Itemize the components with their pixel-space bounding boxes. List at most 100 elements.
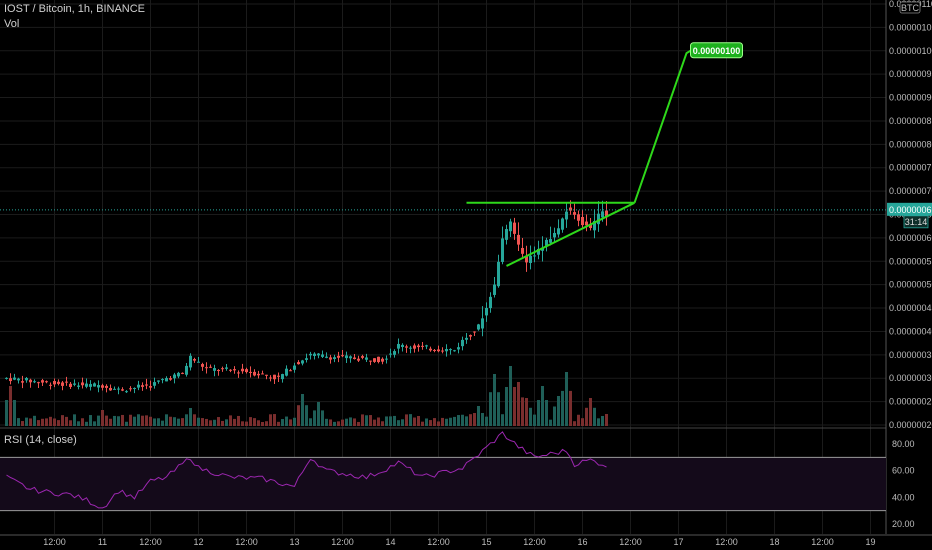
volume-bar (157, 418, 160, 426)
price-tick-label: 0.00000100 (889, 46, 932, 56)
candle-body (153, 382, 156, 386)
volume-bar (577, 414, 580, 426)
candle-body (49, 384, 52, 386)
volume-bar (537, 400, 540, 426)
price-tick-label: 0.00000020 (889, 420, 932, 430)
volume-bar (401, 419, 404, 426)
candle-body (421, 345, 424, 347)
candle-body (85, 383, 88, 387)
time-tick-label: 12:00 (715, 537, 738, 547)
candle-body (221, 368, 224, 370)
volume-bar (213, 419, 216, 426)
current-price-badge: 0.00000066 (889, 205, 932, 215)
volume-bar (193, 414, 196, 426)
candle-body (213, 368, 216, 371)
candle-body (133, 388, 136, 390)
volume-legend[interactable]: Vol (4, 18, 20, 30)
volume-bar (457, 415, 460, 426)
volume-bar (369, 415, 372, 426)
volume-bar (253, 418, 256, 426)
time-tick-label: 14 (385, 537, 395, 547)
volume-bar (121, 414, 124, 426)
candle-body (405, 346, 408, 348)
volume-bar (597, 418, 600, 426)
candle-body (105, 385, 108, 388)
candle-body (265, 374, 268, 376)
volume-bar (89, 415, 92, 426)
volume-bar (161, 420, 164, 426)
volume-bar (57, 420, 60, 426)
volume-bar (421, 421, 424, 426)
volume-bar (409, 414, 412, 426)
volume-bar (513, 387, 516, 426)
candle-body (357, 358, 360, 361)
candle-body (461, 339, 464, 347)
volume-bar (113, 415, 116, 426)
candle-body (309, 353, 312, 356)
candle-body (341, 355, 344, 357)
price-tick-label: 0.00000085 (889, 116, 932, 126)
rsi-tick-label: 60.00 (892, 466, 915, 476)
time-tick-label: 11 (98, 537, 107, 547)
candle-body (337, 355, 340, 358)
volume-bar (329, 419, 332, 426)
rsi-tick-label: 80.00 (892, 439, 915, 449)
volume-bar (133, 416, 136, 426)
time-tick-label: 12:00 (811, 537, 834, 547)
candle-body (313, 353, 316, 356)
volume-bar (53, 418, 56, 426)
volume-bar (69, 420, 72, 426)
candle-body (601, 211, 604, 218)
volume-bar (589, 398, 592, 426)
candle-body (109, 387, 112, 391)
candles (5, 200, 608, 395)
candle-body (61, 382, 64, 386)
volume-bar (85, 421, 88, 426)
time-axis[interactable]: 12:00 11 12:00 12 12:00 13 12:00 14 12:00 15 12:00… (43, 537, 875, 547)
volume-bar (417, 415, 420, 426)
time-tick-label: 16 (577, 537, 587, 547)
volume-bar (333, 421, 336, 426)
volume-bar (281, 419, 284, 426)
candle-body (181, 372, 184, 374)
volume-bar (241, 421, 244, 426)
volume-bar (117, 416, 120, 426)
volume-bar (533, 414, 536, 426)
rsi-legend[interactable]: RSI (14, close) (4, 434, 77, 446)
candle-body (469, 335, 472, 337)
candle-body (17, 378, 20, 381)
volume-bar (493, 374, 496, 426)
candle-body (13, 377, 16, 380)
price-tick-label: 0.00000030 (889, 373, 932, 383)
candle-body (101, 385, 104, 388)
time-tick-label: 13 (289, 537, 299, 547)
volume-bar (361, 414, 364, 426)
candle-body (393, 351, 396, 355)
candle-body (285, 368, 288, 376)
volume-bar (389, 416, 392, 426)
volume-bar (429, 420, 432, 426)
volume-bar (553, 406, 556, 426)
volume-bar (41, 418, 44, 426)
drawing-tools[interactable]: 0.00000100 (466, 42, 743, 267)
price-tick-label: 0.00000105 (889, 22, 932, 32)
volume-bar (365, 415, 368, 426)
volume-bar (433, 418, 436, 426)
volume-bar (565, 372, 568, 426)
volume-bar (169, 416, 172, 426)
target-label: 0.00000100 (693, 46, 741, 56)
symbol-legend[interactable]: IOST / Bitcoin, 1h, BINANCE (4, 3, 146, 15)
volume-bar (341, 419, 344, 426)
candle-body (29, 379, 32, 383)
volume-bar (25, 417, 28, 426)
volume-bar (309, 418, 312, 426)
volume-bar (509, 366, 512, 426)
volume-bar (501, 414, 504, 426)
volume-bar (137, 414, 140, 426)
candle-body (321, 354, 324, 357)
candle-body (237, 372, 240, 374)
volume-bar (285, 416, 288, 426)
candle-body (517, 234, 520, 245)
candle-body (141, 385, 144, 387)
